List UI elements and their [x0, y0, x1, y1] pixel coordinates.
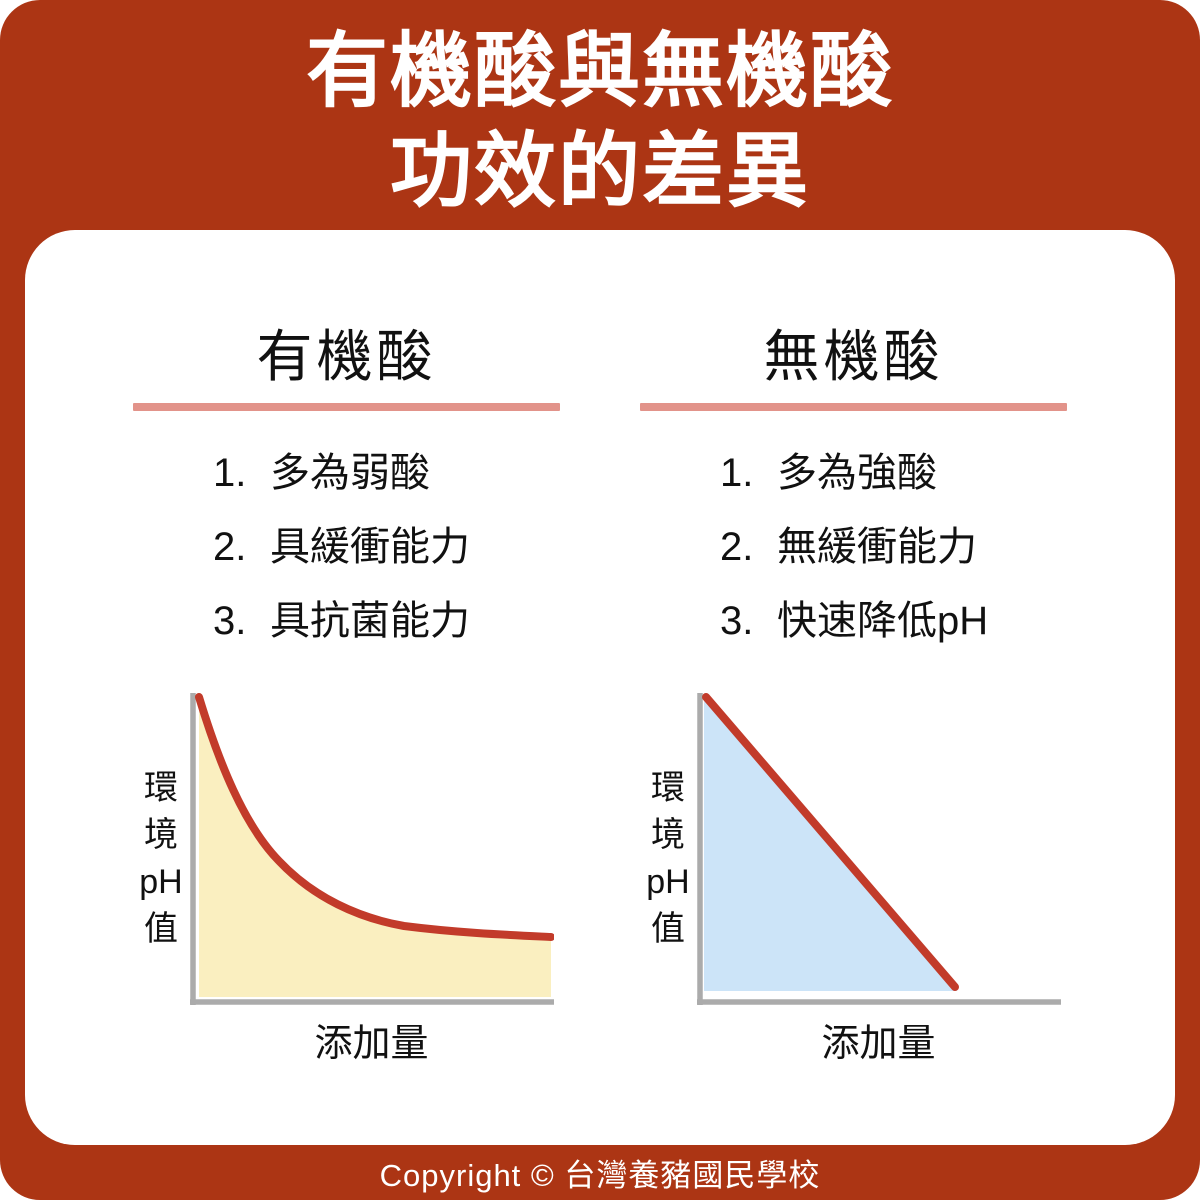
copyright-text: Copyright © 台灣養豬國民學校: [379, 1158, 821, 1193]
comparison-columns: 有機酸 1. 多為弱酸 2. 具緩衝能力 3. 具抗菌能力: [133, 325, 1067, 1067]
inorganic-feature-list: 1. 多為強酸 2. 無緩衝能力 3. 快速降低pH: [720, 449, 1067, 645]
organic-acid-plot: [190, 693, 554, 1005]
item-text: 多為弱酸: [270, 451, 430, 495]
poster-title: 有機酸與無機酸 功效的差異: [0, 0, 1200, 222]
poster-title-line-1: 有機酸與無機酸: [305, 26, 894, 117]
inorganic-ph-line: [702, 693, 959, 991]
item-text: 多為強酸: [777, 451, 937, 495]
column-organic-acid: 有機酸 1. 多為弱酸 2. 具緩衝能力 3. 具抗菌能力: [133, 325, 560, 1067]
content-card: 有機酸 1. 多為弱酸 2. 具緩衝能力 3. 具抗菌能力: [25, 230, 1175, 1145]
y-axis-label-line: 環: [651, 769, 685, 807]
item-number: 3.: [213, 599, 247, 643]
item-number: 3.: [720, 599, 754, 643]
y-axis-label-line: 環: [144, 769, 178, 807]
item-number: 2.: [720, 525, 754, 569]
y-axis-label: 環 境 pH 值: [133, 765, 189, 953]
list-item: 3. 具抗菌能力: [213, 597, 560, 645]
y-axis-label-line: 值: [144, 910, 178, 948]
organic-fill-area: [199, 697, 551, 997]
footer: Copyright © 台灣養豬國民學校: [0, 1145, 1200, 1200]
organic-acid-header: 有機酸: [256, 325, 437, 388]
y-axis-label-line: pH: [139, 863, 183, 901]
y-axis-label-line: pH: [646, 863, 690, 901]
list-item: 1. 多為強酸: [720, 449, 1067, 497]
y-axis-label-line: 值: [651, 910, 685, 948]
organic-acid-chart: 環 境 pH 值: [133, 693, 560, 1008]
organic-feature-list: 1. 多為弱酸 2. 具緩衝能力 3. 具抗菌能力: [213, 449, 560, 645]
inorganic-acid-header: 無機酸: [763, 325, 944, 388]
item-text: 快速降低pH: [777, 599, 989, 643]
y-axis-label-line: 境: [651, 816, 685, 854]
poster-title-line-2: 功效的差異: [389, 126, 810, 217]
item-text: 無緩衝能力: [777, 525, 977, 569]
x-axis-label: 添加量: [314, 1023, 429, 1065]
list-item: 2. 具緩衝能力: [213, 523, 560, 571]
list-item: 3. 快速降低pH: [720, 597, 1067, 645]
x-axis-label: 添加量: [821, 1023, 936, 1065]
organic-header-divider: [133, 403, 560, 411]
list-item: 1. 多為弱酸: [213, 449, 560, 497]
column-inorganic-acid: 無機酸 1. 多為強酸 2. 無緩衝能力 3. 快速降低pH: [640, 325, 1067, 1067]
inorganic-acid-chart: 環 境 pH 值: [640, 693, 1067, 1008]
list-item: 2. 無緩衝能力: [720, 523, 1067, 571]
item-text: 具抗菌能力: [270, 599, 470, 643]
y-axis-label-line: 境: [144, 816, 178, 854]
item-number: 1.: [720, 451, 754, 495]
inorganic-header-divider: [640, 403, 1067, 411]
item-number: 2.: [213, 525, 247, 569]
organic-ph-curve: [195, 693, 554, 941]
item-number: 1.: [213, 451, 247, 495]
y-axis-label: 環 境 pH 值: [640, 765, 696, 953]
inorganic-acid-plot: [697, 693, 1061, 1005]
item-text: 具緩衝能力: [270, 525, 470, 569]
